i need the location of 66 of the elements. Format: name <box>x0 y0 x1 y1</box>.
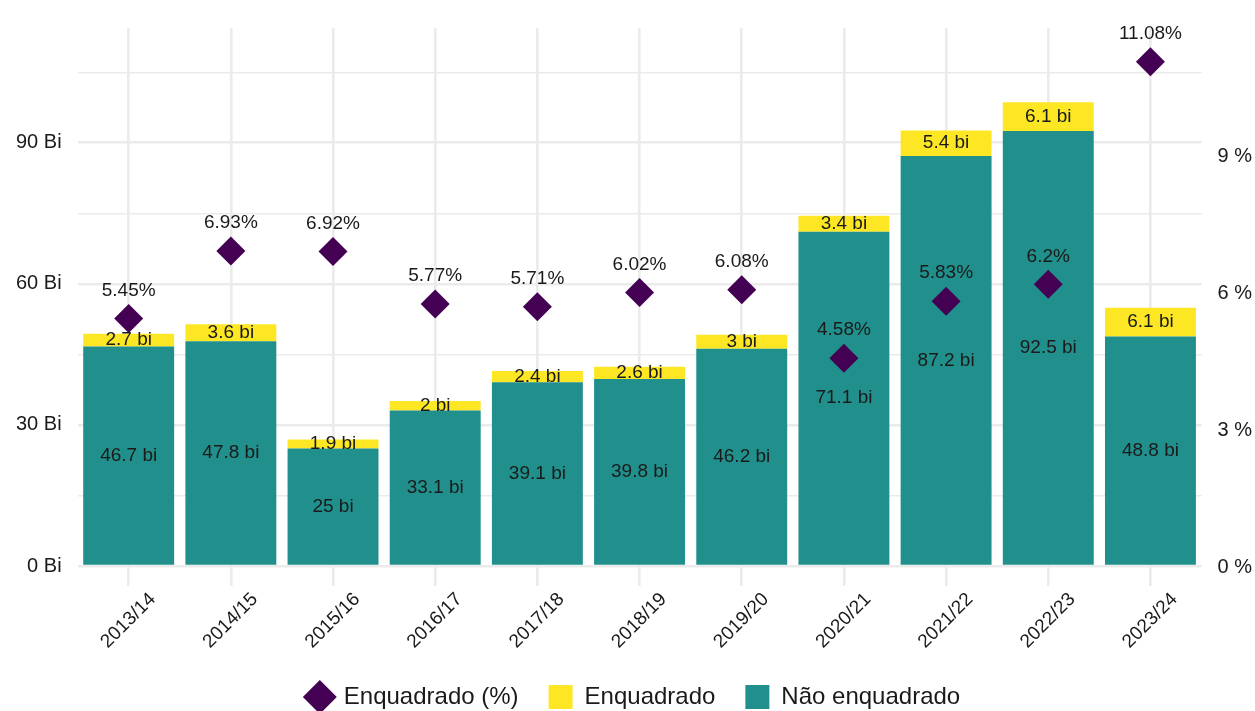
data-label: 46.7 bi <box>100 443 158 465</box>
data-label: 71.1 bi <box>815 386 873 408</box>
bar <box>594 378 686 565</box>
y2-tick-label: 3 % <box>1217 417 1253 440</box>
y2-tick-label: 0 % <box>1217 554 1253 577</box>
y-tick-label: 90 Bi <box>15 130 62 153</box>
point <box>1135 47 1165 77</box>
data-label: 2.7 bi <box>105 328 152 350</box>
point <box>625 278 655 308</box>
legend-label: Enquadrado <box>584 681 716 709</box>
data-label: 4.58% <box>816 318 871 340</box>
data-label: 11.08% <box>1118 21 1183 43</box>
data-label: 39.1 bi <box>508 461 566 483</box>
data-label: 2.6 bi <box>616 361 663 383</box>
point <box>1033 269 1063 299</box>
bar <box>1104 336 1196 565</box>
point <box>216 236 246 266</box>
data-label: 3 bi <box>726 329 758 351</box>
y2-tick-label: 9 % <box>1217 144 1253 167</box>
point <box>318 237 348 267</box>
data-label: 6.02% <box>612 252 667 274</box>
data-label: 6.2% <box>1026 244 1071 266</box>
bar <box>900 155 992 565</box>
bar <box>696 348 788 565</box>
bar <box>287 448 379 565</box>
data-label: 3.6 bi <box>207 321 255 343</box>
y2-tick-label: 6 % <box>1217 280 1253 303</box>
legend-label: Enquadrado (%) <box>343 681 519 709</box>
bar <box>491 382 583 565</box>
data-label: 6.1 bi <box>1025 104 1072 126</box>
data-label: 25 bi <box>312 494 354 516</box>
bar <box>185 341 277 565</box>
data-label: 5.77% <box>408 264 463 286</box>
data-label: 6.08% <box>714 250 769 272</box>
data-label: 48.8 bi <box>1121 438 1179 460</box>
point <box>420 289 450 319</box>
bar <box>83 346 175 565</box>
data-label: 47.8 bi <box>202 441 260 463</box>
data-label: 5.4 bi <box>922 131 970 153</box>
bar <box>1002 131 1094 565</box>
data-label: 5.71% <box>510 266 565 288</box>
data-label: 33.1 bi <box>406 475 464 497</box>
bar <box>1002 102 1094 132</box>
data-label: 3.4 bi <box>820 211 868 233</box>
bar <box>798 231 890 565</box>
data-label: 5.45% <box>101 278 156 300</box>
data-label: 39.8 bi <box>611 460 669 482</box>
data-label: 2.4 bi <box>514 364 561 386</box>
data-label: 5.83% <box>919 261 974 283</box>
data-label: 87.2 bi <box>917 348 975 370</box>
point <box>522 292 552 322</box>
y-tick-label: 60 Bi <box>15 271 62 294</box>
bar <box>389 410 481 565</box>
point <box>931 286 961 316</box>
bar <box>1104 307 1196 337</box>
y-tick-label: 0 Bi <box>27 553 62 576</box>
y-tick-label: 30 Bi <box>15 412 62 435</box>
data-label: 6.92% <box>306 211 361 233</box>
point <box>829 343 859 373</box>
legend-label: Não enquadrado <box>781 681 961 709</box>
data-label: 46.2 bi <box>713 445 771 467</box>
point <box>114 304 144 334</box>
point <box>727 275 757 305</box>
data-label: 6.1 bi <box>1127 310 1174 332</box>
data-label: 92.5 bi <box>1019 336 1077 358</box>
data-label: 6.93% <box>203 211 258 233</box>
